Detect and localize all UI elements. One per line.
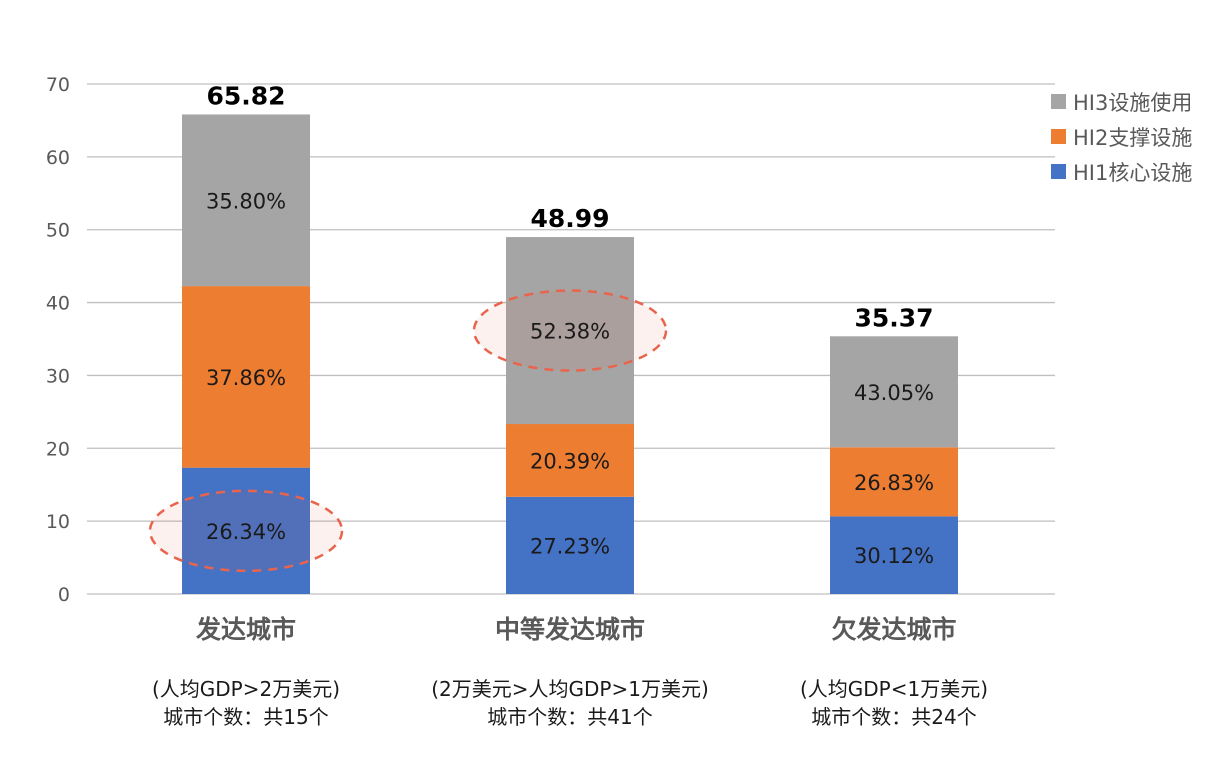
total-labels: 65.82 48.99 35.37: [206, 81, 933, 332]
segment-label: 20.39%: [530, 449, 610, 473]
legend: HI3设施使用 HI2支撑设施 HI1核心设施: [1051, 91, 1192, 185]
y-tick-label: 20: [46, 438, 70, 460]
total-label: 65.82: [206, 81, 285, 110]
y-tick-label: 30: [46, 365, 70, 387]
category-count: 城市个数：共15个: [163, 705, 328, 729]
category-subtitle: (人均GDP>2万美元): [152, 677, 340, 701]
segment-label: 35.80%: [206, 189, 286, 213]
category-subtitle: (2万美元>人均GDP>1万美元): [431, 677, 709, 701]
segment-labels: 26.34% 37.86% 35.80% 27.23% 20.39% 52.38% 30.1…: [206, 189, 934, 568]
bar-segment: [830, 516, 958, 594]
segment-label: 26.34%: [206, 520, 286, 544]
legend-swatch: [1051, 94, 1066, 109]
segment-label: 52.38%: [530, 320, 610, 344]
bar-segment: [182, 114, 310, 287]
total-label: 48.99: [530, 204, 609, 233]
category-count: 城市个数：共41个: [487, 705, 652, 729]
legend-label: HI2支撑设施: [1073, 126, 1192, 150]
bar-segment: [506, 496, 634, 594]
category-labels: 发达城市 (人均GDP>2万美元) 城市个数：共15个 中等发达城市 (2万美元>人均G…: [152, 615, 988, 729]
category-subtitle: (人均GDP<1万美元): [800, 677, 988, 701]
highlight-ellipse: [472, 289, 668, 372]
total-label: 35.37: [854, 303, 933, 332]
category-name: 欠发达城市: [831, 615, 956, 644]
bar-segment: [830, 447, 958, 517]
segment-label: 37.86%: [206, 366, 286, 390]
y-tick-label: 50: [46, 220, 70, 242]
legend-swatch: [1051, 164, 1066, 179]
highlight-ellipse: [148, 489, 344, 573]
segment-label: 26.83%: [854, 471, 934, 495]
category-name: 发达城市: [195, 615, 296, 644]
y-tick-label: 70: [46, 74, 70, 96]
segment-label: 43.05%: [854, 381, 934, 405]
bars: [182, 114, 958, 594]
highlight-ellipses: [148, 289, 668, 573]
legend-swatch: [1051, 129, 1066, 144]
legend-label: HI1核心设施: [1073, 161, 1192, 185]
segment-label: 27.23%: [530, 534, 610, 558]
bar-segment: [506, 237, 634, 425]
bar-segment: [182, 467, 310, 594]
y-axis-ticks: 0 10 20 30 40 50 60 70: [46, 74, 70, 606]
bar-segment: [830, 336, 958, 448]
legend-label: HI3设施使用: [1073, 91, 1192, 115]
y-tick-label: 60: [46, 147, 70, 169]
segment-label: 30.12%: [854, 544, 934, 568]
category-name: 中等发达城市: [495, 615, 645, 644]
bar-segment: [182, 286, 310, 468]
y-tick-label: 10: [46, 511, 70, 533]
category-count: 城市个数：共24个: [811, 705, 976, 729]
y-tick-label: 0: [58, 584, 70, 606]
bar-segment: [506, 424, 634, 497]
y-tick-label: 40: [46, 293, 70, 315]
